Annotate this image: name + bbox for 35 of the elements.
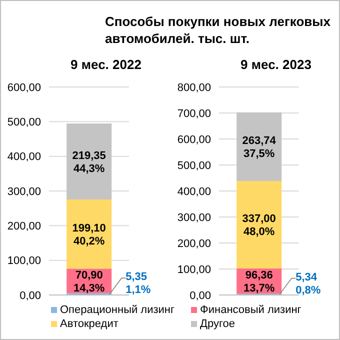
legend-label: Операционный лизинг: [59, 303, 176, 317]
legend-label: Автокредит: [59, 317, 120, 331]
y-tick-label: 100,00: [177, 264, 211, 276]
data-label: 199,10 40,2%: [72, 222, 106, 248]
bar: [236, 112, 282, 181]
bar: [66, 124, 112, 200]
y-tick-label: 300,00: [177, 212, 211, 224]
y-tick-label: 200,00: [177, 238, 211, 250]
chart-subtitle: 9 мес. 2022: [70, 57, 142, 74]
y-tick-label: 0,00: [190, 290, 211, 302]
y-tick-label: 300,00: [7, 186, 41, 198]
text: Способы покупки новых легковых автомобилей. тыс. шт.: [105, 13, 332, 47]
data-label: 337,00 48,0%: [242, 213, 276, 238]
data-label: 5,34 0,8%: [296, 271, 321, 296]
bar: [236, 180, 282, 269]
legend-label: Другое: [199, 317, 236, 331]
y-tick-label: 600,00: [177, 134, 211, 146]
y-tick-label: 600,00: [7, 82, 41, 94]
y-tick-label: 500,00: [177, 160, 211, 172]
y-tick-label: 700,00: [177, 108, 211, 120]
legend-label: Финансовый лизинг: [199, 303, 302, 317]
y-tick-label: 400,00: [7, 151, 41, 164]
y-tick-label: 0,00: [20, 290, 41, 302]
y-tick-label: 500,00: [7, 116, 41, 129]
data-label: 5,35 1,1%: [126, 271, 151, 296]
data-label: 70,90 14,3%: [74, 269, 105, 294]
y-tick-label: 800,00: [177, 82, 211, 94]
chart-subtitle: 9 мес. 2023: [240, 57, 312, 74]
data-label: 96,36 13,7%: [244, 270, 275, 295]
bar: [66, 200, 112, 269]
y-tick-label: 200,00: [7, 220, 41, 233]
data-label: 219,35 44,3%: [72, 150, 106, 176]
y-tick-label: 100,00: [7, 255, 41, 268]
y-tick-label: 400,00: [177, 186, 211, 198]
data-label: 263,74 37,5%: [242, 135, 277, 160]
